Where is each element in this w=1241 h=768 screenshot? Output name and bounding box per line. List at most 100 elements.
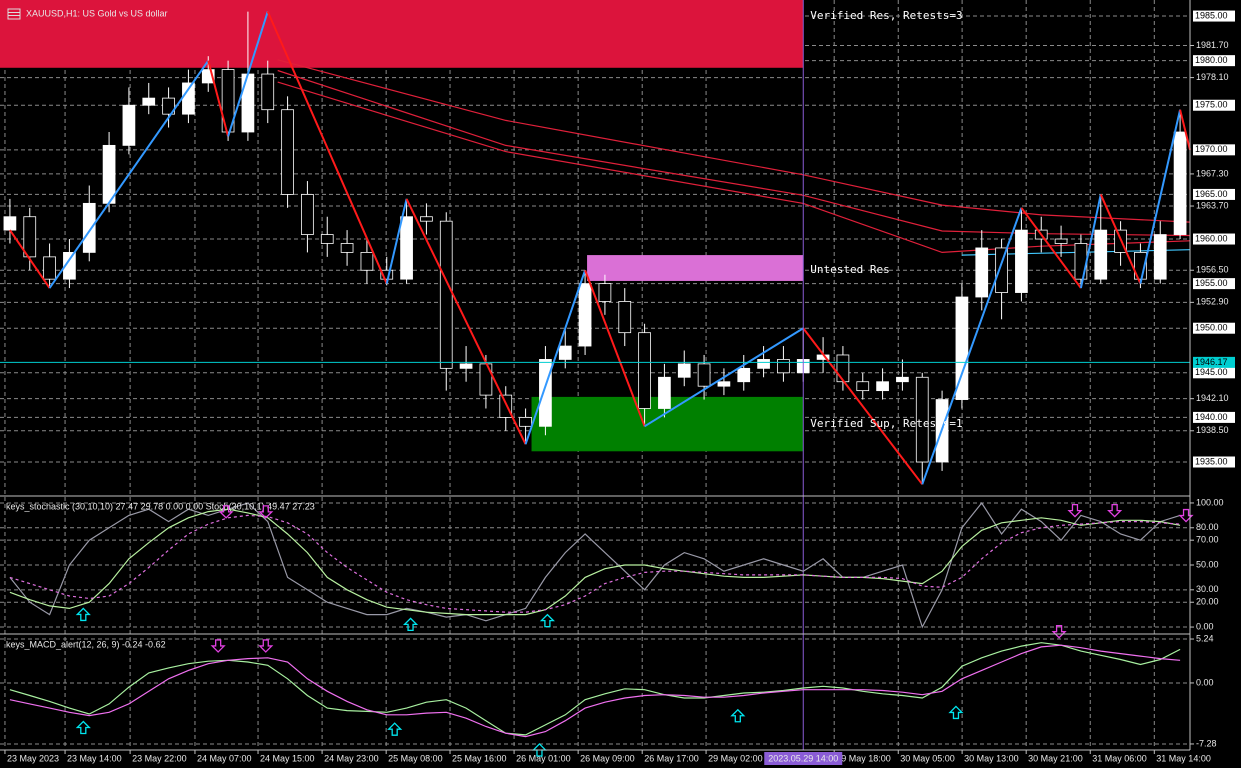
candle-body <box>23 216 37 258</box>
zigzag-segment <box>266 11 388 285</box>
x-tick-label: 24 May 15:00 <box>260 753 315 763</box>
y-tick-label: 5.24 <box>1196 633 1214 643</box>
y-tick-label: 80.00 <box>1196 522 1219 532</box>
x-tick-label: 31 May 14:00 <box>1156 753 1211 763</box>
level-label-box <box>1193 10 1235 22</box>
y-tick-label: 1967.30 <box>1196 168 1229 178</box>
candle-body <box>697 363 711 387</box>
y-tick-label: 1942.10 <box>1196 393 1229 403</box>
zigzag-segment <box>1079 194 1102 289</box>
buy-arrow <box>948 705 964 720</box>
candle-body <box>618 301 632 334</box>
buy-arrow <box>730 708 746 723</box>
candle-body <box>856 381 870 392</box>
candle-body <box>499 394 513 418</box>
candle-body <box>717 381 731 387</box>
candle-body <box>439 220 453 369</box>
zigzag-segment <box>921 207 1023 485</box>
y-tick-label: 0.00 <box>1196 677 1214 687</box>
overlay-layer: XAUUSD,H1: US Gold vs US dollar 23 May 2… <box>4 8 1235 765</box>
candle-body <box>63 252 76 280</box>
cursor-label: 2023.05.29 14:00 <box>768 753 838 763</box>
moving-average <box>277 69 1191 237</box>
indicator-line <box>9 514 1181 613</box>
candle-body <box>975 247 989 298</box>
zone-label: Untested Res <box>810 263 889 276</box>
candle-body <box>1153 234 1167 280</box>
candle-body <box>658 376 671 409</box>
moving-average <box>277 59 1191 223</box>
y-tick-label: 1956.50 <box>1196 265 1229 275</box>
indicator-line <box>9 508 1181 616</box>
candle-body <box>261 73 275 111</box>
indicator-title: keys_MACD_alert(12, 26, 9) -0.24 -0.62 <box>6 639 166 649</box>
candle-body <box>1173 131 1187 235</box>
candle-body <box>677 363 691 378</box>
x-tick-label: 30 May 05:00 <box>900 753 955 763</box>
candle-body <box>380 269 394 280</box>
candle-body <box>142 97 156 106</box>
x-tick-label: 29 May 18:00 <box>836 753 891 763</box>
level-label-box <box>1193 144 1235 156</box>
candle-body <box>320 234 334 244</box>
level-label: 1965.00 <box>1195 189 1228 199</box>
x-tick-label: 25 May 16:00 <box>452 753 507 763</box>
sell-arrow <box>1107 503 1123 518</box>
zone <box>587 255 804 281</box>
level-label-box <box>1193 411 1235 423</box>
candle-body <box>558 345 572 360</box>
level-label-box <box>1193 233 1235 245</box>
level-label: 1945.00 <box>1195 367 1228 377</box>
x-tick-label: 30 May 21:00 <box>1028 753 1083 763</box>
candle-body <box>519 417 532 427</box>
level-label: 1955.00 <box>1195 278 1228 288</box>
candle-body <box>777 359 790 374</box>
level-label-box <box>1193 55 1235 67</box>
candle-body <box>301 194 314 235</box>
candle-body <box>995 247 1008 293</box>
level-label: 1980.00 <box>1195 55 1228 65</box>
level-label-box <box>1193 322 1235 334</box>
candle-body <box>360 252 374 271</box>
level-label-box <box>1193 367 1235 379</box>
y-tick-label: -7.28 <box>1196 738 1217 748</box>
zone-label: Verified Res, Retests=3 <box>810 9 962 22</box>
candle-body <box>122 104 136 146</box>
y-tick-label: 1978.10 <box>1196 72 1229 82</box>
candle-body <box>221 69 235 133</box>
x-tick-label: 29 May 02:00 <box>708 753 763 763</box>
indicator-line <box>9 644 1181 738</box>
zigzag-segment <box>207 60 230 137</box>
sell-arrow <box>1067 503 1083 518</box>
level-label: 1950.00 <box>1195 323 1228 333</box>
candle-body <box>43 256 56 280</box>
indicator-title: keys_stochastic (30,10,10) 27.47 29.78 0… <box>6 501 315 511</box>
y-tick-label: 100.00 <box>1196 497 1224 507</box>
zigzag-segment <box>1099 194 1142 285</box>
indicator-line <box>9 642 1181 736</box>
level-label: 1940.00 <box>1195 412 1228 422</box>
zigzag-segment <box>644 327 804 428</box>
y-tick-label: 1981.70 <box>1196 40 1229 50</box>
y-tick-label: 50.00 <box>1196 559 1219 569</box>
x-tick-label: 24 May 07:00 <box>197 753 252 763</box>
y-tick-label: 70.00 <box>1196 535 1219 545</box>
level-label: 1970.00 <box>1195 144 1228 154</box>
x-tick-label: 26 May 17:00 <box>644 753 699 763</box>
data-layer <box>0 0 1191 750</box>
candle-body <box>479 363 493 396</box>
candle-body <box>955 296 969 400</box>
buy-arrow <box>402 617 419 632</box>
candle-body <box>876 381 889 392</box>
zigzag-segment <box>385 198 408 284</box>
level-label-box <box>1193 456 1235 468</box>
level-label-box <box>1193 99 1235 111</box>
zigzag-segment <box>802 327 924 485</box>
zigzag-segment <box>584 269 646 427</box>
window-title: XAUUSD,H1: US Gold vs US dollar <box>26 8 168 18</box>
candle-body <box>737 367 751 383</box>
x-tick-label: 26 May 01:00 <box>516 753 571 763</box>
zigzag-segment <box>1179 109 1191 151</box>
candle-body <box>201 69 215 84</box>
